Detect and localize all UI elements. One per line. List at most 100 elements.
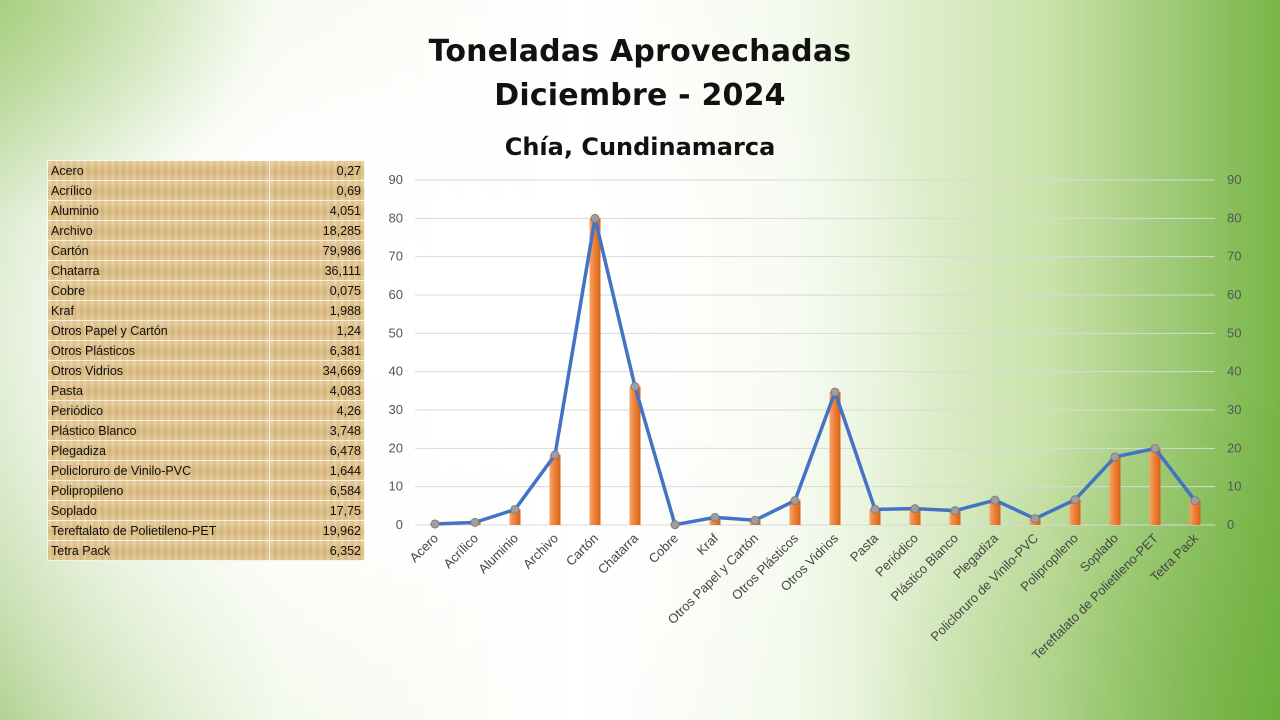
x-tick-label: Cartón [563, 531, 601, 569]
table-cell-label: Otros Papel y Cartón [47, 320, 270, 341]
table-row: Policloruro de Vinilo-PVC 1,644 [47, 460, 365, 481]
table-row: Acero 0,27 [47, 160, 365, 181]
x-tick-label: Chatarra [595, 530, 642, 577]
table-row: Cartón 79,986 [47, 240, 365, 261]
line-point [1110, 452, 1120, 462]
table-row: Otros Plásticos 6,381 [47, 340, 365, 361]
table-row: Otros Vidrios 34,669 [47, 360, 365, 381]
table-cell-value: 6,584 [269, 480, 365, 501]
table-cell-value: 3,748 [269, 420, 365, 441]
table-cell-label: Cobre [47, 280, 270, 301]
y-tick-label: 90 [389, 172, 403, 187]
bar [789, 500, 801, 525]
table-cell-label: Archivo [47, 220, 270, 241]
table-cell-label: Acrílico [47, 180, 270, 201]
data-table-body: Acero 0,27 Acrílico 0,69 Aluminio 4,051 Archiv… [47, 160, 365, 561]
y2-tick-label: 40 [1227, 364, 1241, 379]
table-cell-value: 0,69 [269, 180, 365, 201]
line-point [830, 387, 840, 397]
y2-tick-label: 90 [1227, 172, 1241, 187]
line-point [550, 450, 560, 460]
y2-tick-label: 50 [1227, 325, 1241, 340]
line-point [430, 519, 440, 529]
line-point [590, 213, 600, 223]
title-block: Toneladas Aprovechadas Diciembre - 2024 … [340, 30, 940, 162]
y-tick-label: 10 [389, 479, 403, 494]
bar [629, 386, 641, 525]
table-cell-value: 79,986 [269, 240, 365, 261]
line-point [670, 520, 680, 530]
line-point [1190, 496, 1200, 506]
data-table: Acero 0,27 Acrílico 0,69 Aluminio 4,051 Archiv… [47, 160, 365, 561]
table-cell-value: 0,075 [269, 280, 365, 301]
table-cell-label: Chatarra [47, 260, 270, 281]
bar [869, 509, 881, 525]
table-cell-label: Cartón [47, 240, 270, 261]
bar [829, 392, 841, 525]
table-row: Plástico Blanco 3,748 [47, 420, 365, 441]
table-cell-label: Otros Plásticos [47, 340, 270, 361]
bar [949, 510, 961, 525]
table-row: Archivo 18,285 [47, 220, 365, 241]
y-tick-label: 20 [389, 440, 403, 455]
bar [549, 454, 561, 525]
y-tick-label: 30 [389, 402, 403, 417]
line-point [950, 506, 960, 516]
y2-tick-label: 20 [1227, 440, 1241, 455]
table-cell-label: Kraf [47, 300, 270, 321]
x-tick-label: Aluminio [475, 531, 521, 577]
combo-chart: 0 0 10 10 20 20 30 30 40 40 50 50 60 60 70 70 80 80 90 90 Ac… [389, 172, 1242, 663]
table-row: Tetra Pack 6,352 [47, 540, 365, 561]
table-cell-value: 1,988 [269, 300, 365, 321]
x-tick-label: Cobre [645, 531, 681, 567]
table-cell-value: 36,111 [269, 260, 365, 281]
y-tick-label: 80 [389, 210, 403, 225]
table-cell-label: Plástico Blanco [47, 420, 270, 441]
table-cell-value: 18,285 [269, 220, 365, 241]
y2-tick-label: 70 [1227, 249, 1241, 264]
bar [589, 218, 601, 525]
line-point [910, 504, 920, 514]
bar [1109, 456, 1121, 525]
x-tick-label: Pasta [847, 530, 882, 565]
page-title-date: Diciembre - 2024 [494, 78, 786, 113]
line-point [630, 382, 640, 392]
x-tick-label: Kraf [694, 530, 722, 558]
line-point [1070, 495, 1080, 505]
table-row: Periódico 4,26 [47, 400, 365, 421]
table-cell-label: Pasta [47, 380, 270, 401]
table-cell-value: 6,478 [269, 440, 365, 461]
table-row: Plegadiza 6,478 [47, 440, 365, 461]
table-row: Otros Papel y Cartón 1,24 [47, 320, 365, 341]
series-line [434, 216, 1197, 527]
table-row: Soplado 17,75 [47, 500, 365, 521]
table-cell-label: Aluminio [47, 200, 270, 221]
line-point [510, 504, 520, 514]
table-row: Cobre 0,075 [47, 280, 365, 301]
table-cell-value: 6,381 [269, 340, 365, 361]
y-tick-label: 50 [389, 325, 403, 340]
line-point [790, 496, 800, 506]
bar [909, 508, 921, 525]
table-cell-value: 4,051 [269, 200, 365, 221]
table-cell-value: 34,669 [269, 360, 365, 381]
page-subtitle: Chía, Cundinamarca [504, 133, 776, 161]
x-tick-label: Acero [406, 531, 441, 566]
bar [509, 509, 521, 525]
y2-tick-label: 80 [1227, 210, 1241, 225]
line-point [990, 495, 1000, 505]
y-tick-label: 60 [389, 287, 403, 302]
table-cell-value: 1,644 [269, 460, 365, 481]
table-cell-value: 4,26 [269, 400, 365, 421]
table-cell-value: 17,75 [269, 500, 365, 521]
table-cell-value: 0,27 [269, 160, 365, 181]
line-point [750, 515, 760, 525]
table-row: Aluminio 4,051 [47, 200, 365, 221]
table-row: Chatarra 36,111 [47, 260, 365, 281]
table-cell-label: Polipropileno [47, 480, 270, 501]
table-row: Polipropileno 6,584 [47, 480, 365, 501]
table-cell-label: Policloruro de Vinilo-PVC [47, 460, 270, 481]
y-tick-label: 0 [396, 517, 403, 532]
y2-tick-label: 0 [1227, 517, 1234, 532]
table-cell-label: Acero [47, 160, 270, 181]
